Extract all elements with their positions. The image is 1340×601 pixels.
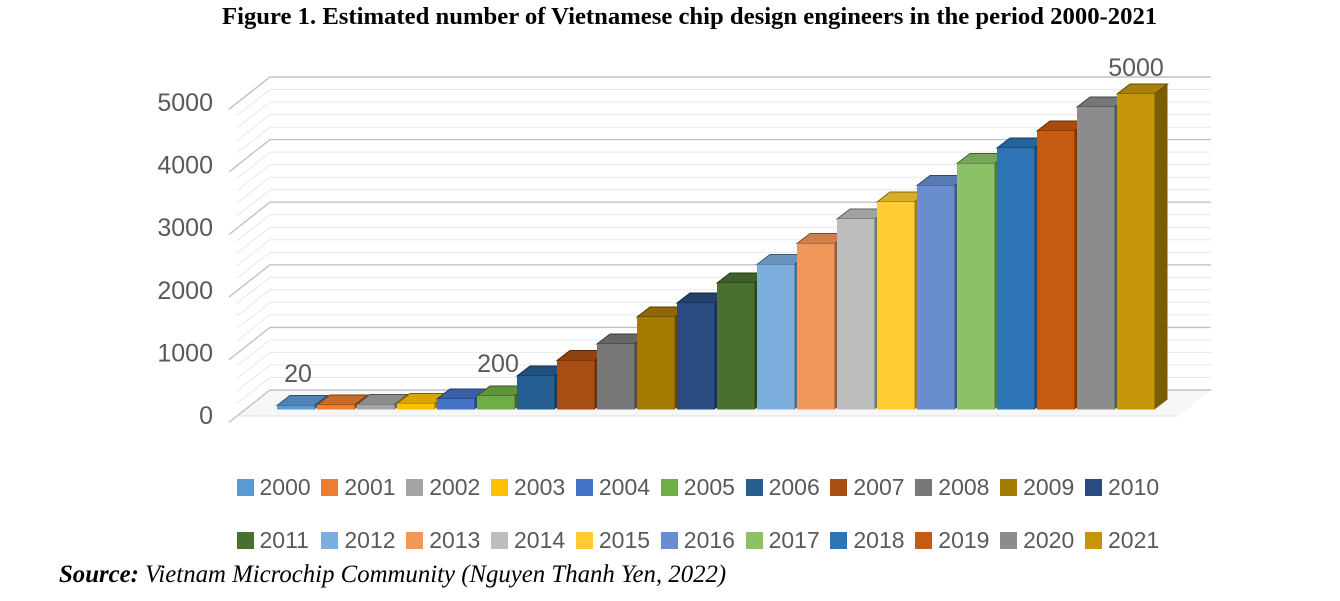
svg-text:5000: 5000 (1108, 54, 1164, 82)
svg-text:200: 200 (477, 350, 519, 378)
svg-text:3000: 3000 (157, 214, 213, 242)
svg-text:2000: 2000 (157, 277, 213, 305)
svg-text:4000: 4000 (157, 152, 213, 180)
svg-text:5000: 5000 (157, 89, 213, 117)
svg-text:20: 20 (284, 360, 312, 388)
svg-text:1000: 1000 (157, 339, 213, 367)
svg-text:0: 0 (199, 402, 213, 430)
